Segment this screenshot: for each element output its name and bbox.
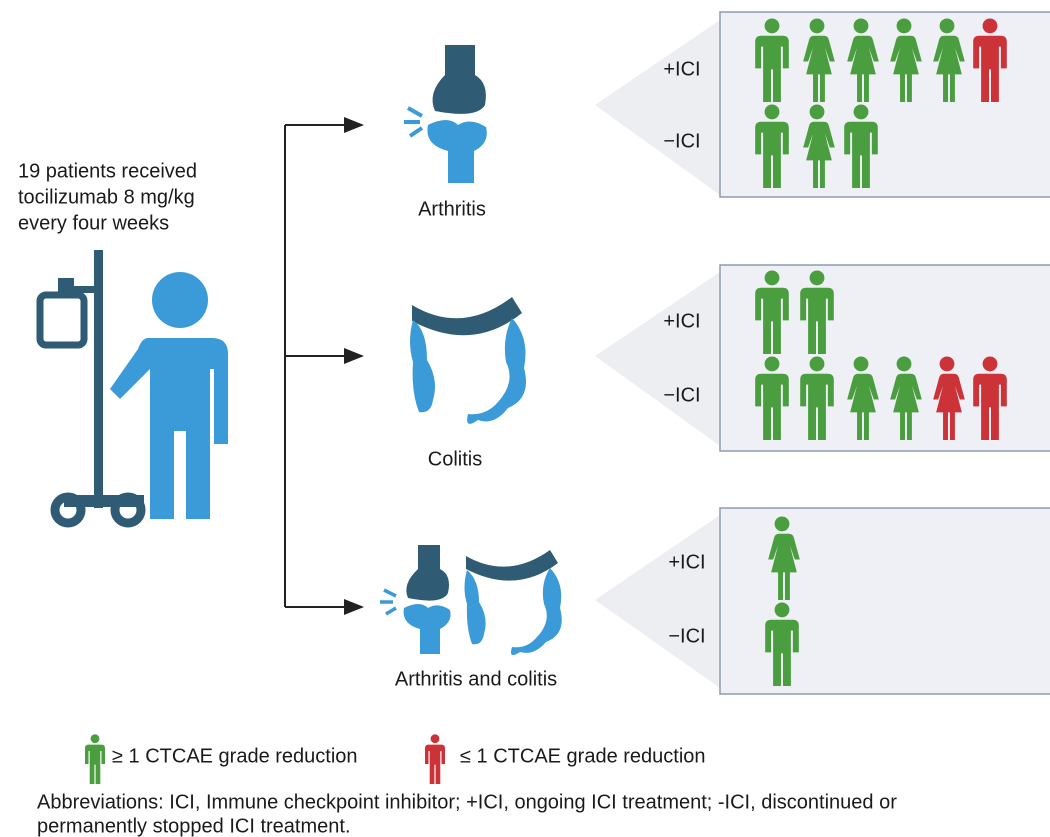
branch-label: Arthritis and colitis bbox=[395, 668, 557, 690]
colon-icon bbox=[410, 297, 526, 424]
intro-line: every four weeks bbox=[18, 212, 169, 234]
legend-label: ≤ 1 CTCAE grade reduction bbox=[460, 745, 706, 767]
branch-label: Arthritis bbox=[418, 198, 486, 220]
pointer bbox=[595, 515, 720, 688]
row-label: −ICI bbox=[663, 384, 700, 406]
legend-icon bbox=[425, 734, 445, 784]
pointer bbox=[595, 20, 720, 195]
intro-line: 19 patients received bbox=[18, 160, 197, 182]
pointer bbox=[595, 272, 720, 446]
footnote-line: permanently stopped ICI treatment. bbox=[37, 815, 351, 837]
legend-label: ≥ 1 CTCAE grade reduction bbox=[112, 745, 358, 767]
row-label: +ICI bbox=[663, 310, 700, 332]
footnote-line: Abbreviations: ICI, Immune checkpoint in… bbox=[37, 791, 897, 813]
row-label: −ICI bbox=[663, 130, 700, 152]
legend-icon bbox=[85, 734, 105, 784]
result-panel bbox=[720, 508, 1050, 694]
row-label: −ICI bbox=[668, 625, 705, 647]
row-label: +ICI bbox=[668, 551, 705, 573]
joint-colon-icon bbox=[380, 545, 562, 655]
intro-line: tocilizumab 8 mg/kg bbox=[18, 186, 195, 208]
row-label: +ICI bbox=[663, 58, 700, 80]
joint-icon bbox=[404, 45, 487, 183]
diagram: 19 patients received tocilizumab 8 mg/kg… bbox=[0, 0, 1050, 837]
branch-label: Colitis bbox=[428, 448, 482, 470]
patient-illustration bbox=[40, 250, 228, 523]
